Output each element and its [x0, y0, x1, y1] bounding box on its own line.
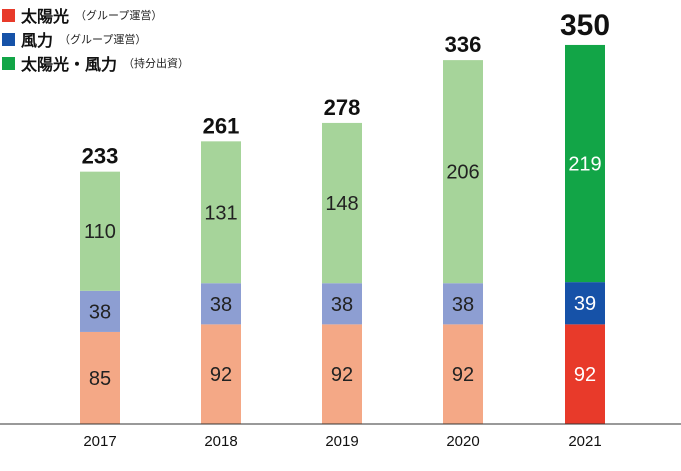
data-label: 92 — [331, 364, 353, 386]
x-tick-label: 2019 — [325, 433, 358, 450]
data-label: 85 — [89, 368, 111, 390]
legend: 太陽光 （グループ運営） 風力 （グループ運営） 太陽光・風力 （持分出資） — [2, 3, 189, 75]
data-label: 38 — [89, 301, 111, 323]
data-label: 92 — [574, 364, 596, 386]
data-label: 38 — [331, 294, 353, 316]
bar-segment — [80, 331, 120, 424]
bar-segment — [201, 141, 241, 284]
bar-segment — [80, 290, 120, 332]
bar-segment — [201, 324, 241, 424]
total-label: 350 — [560, 9, 610, 42]
legend-item: 風力 （グループ運営） — [2, 27, 189, 51]
data-label: 206 — [446, 162, 479, 184]
bar-segment — [322, 122, 362, 284]
x-tick-label: 2020 — [446, 433, 479, 450]
legend-note: （グループ運営） — [59, 34, 147, 46]
data-label: 131 — [204, 202, 237, 224]
x-tick-label: 2021 — [568, 433, 601, 450]
bar-segment — [322, 283, 362, 325]
data-label: 39 — [574, 293, 596, 315]
total-label: 261 — [203, 113, 240, 138]
bar-segment — [443, 283, 483, 325]
legend-label: 太陽光 — [21, 9, 70, 26]
data-label: 219 — [568, 154, 601, 176]
data-label: 92 — [452, 364, 474, 386]
bar-segment — [80, 171, 120, 291]
bar-segment — [322, 324, 362, 424]
legend-note: （グループ運営） — [75, 10, 163, 22]
bar-segment — [565, 44, 605, 283]
legend-label: 風力 — [21, 33, 54, 50]
data-label: 92 — [210, 364, 232, 386]
bar-segment — [201, 283, 241, 325]
legend-swatch — [2, 8, 15, 22]
bar-segment — [565, 324, 605, 424]
bar-segment — [565, 282, 605, 325]
bar-segment — [443, 60, 483, 284]
total-label: 233 — [82, 144, 119, 169]
bar-segment — [443, 324, 483, 424]
data-label: 38 — [452, 294, 474, 316]
total-label: 278 — [324, 95, 361, 120]
data-label: 38 — [210, 294, 232, 316]
legend-swatch — [2, 32, 15, 46]
legend-label: 太陽光・風力 — [21, 57, 118, 74]
legend-note: （持分出資） — [123, 58, 190, 70]
data-label: 148 — [325, 193, 358, 215]
total-label: 336 — [445, 32, 482, 57]
legend-item: 太陽光 （グループ運営） — [2, 3, 189, 27]
legend-item: 太陽光・風力 （持分出資） — [2, 51, 189, 75]
data-label: 110 — [84, 221, 116, 243]
x-tick-label: 2018 — [204, 433, 237, 450]
legend-swatch — [2, 56, 15, 70]
x-tick-label: 2017 — [83, 433, 116, 450]
